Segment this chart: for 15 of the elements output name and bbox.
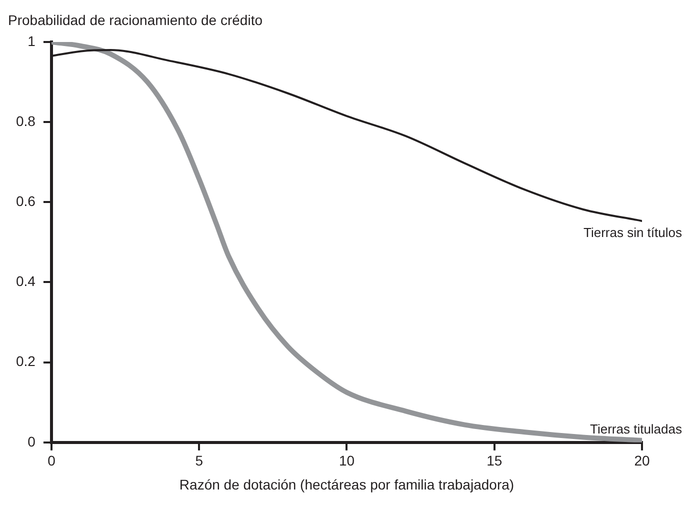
x-tick-label: 10 (338, 452, 355, 469)
x-tick-label: 0 (48, 452, 56, 469)
x-axis-title: Razón de dotación (hectáreas por familia trabajadora) (179, 476, 514, 492)
series-label: Tierras tituladas (590, 421, 682, 436)
x-tick-label: 15 (486, 452, 502, 469)
x-tick-label: 20 (634, 452, 650, 469)
y-tick-label: 0 (28, 433, 36, 450)
y-tick-label: 1 (28, 32, 36, 49)
y-tick-label: 0.6 (16, 193, 36, 210)
x-tick-label: 5 (195, 452, 204, 469)
series-label: Tierras sin títulos (584, 225, 682, 240)
y-tick-label: 0.8 (16, 112, 36, 129)
y-tick-label: 0.2 (16, 353, 36, 370)
y-tick-label: 0.4 (16, 273, 36, 290)
y-axis-title: Probabilidad de racionamiento de crédito (8, 12, 263, 28)
